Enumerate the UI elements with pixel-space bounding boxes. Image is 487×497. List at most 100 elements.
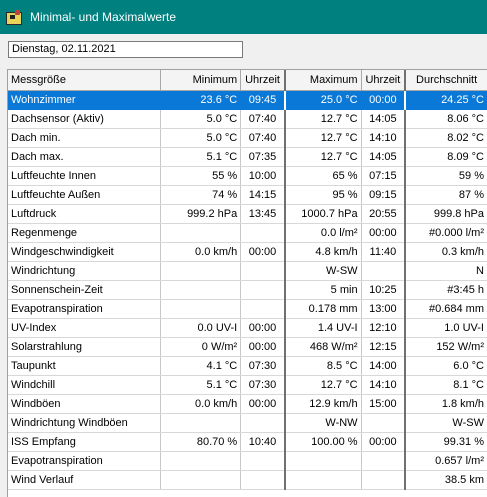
cell-name: Evapotranspiration (8, 451, 161, 471)
app-icon (6, 10, 22, 25)
table-row[interactable]: Windrichtung W-SW N (8, 261, 487, 281)
table-row[interactable]: Sonnenschein-Zeit 5 min 10:25 #3:45 h (8, 280, 487, 300)
date-field[interactable]: Dienstag, 02.11.2021 (8, 41, 243, 58)
cell-max-time: 12:10 (361, 318, 407, 338)
cell-min-time (240, 223, 286, 243)
cell-maximum: 1000.7 hPa (284, 204, 362, 224)
cell-max-time: 11:40 (361, 242, 407, 262)
cell-max-time (361, 470, 407, 490)
cell-min-time (240, 261, 286, 281)
table-row[interactable]: Luftdruck 999.2 hPa 13:45 1000.7 hPa 20:55 99… (8, 204, 487, 224)
cell-max-time: 00:00 (361, 432, 407, 452)
column-header-minimum[interactable]: Minimum (160, 70, 242, 91)
cell-name: Sonnenschein-Zeit (8, 280, 161, 300)
cell-min-time (240, 299, 286, 319)
cell-name: UV-Index (8, 318, 161, 338)
cell-min-time: 10:00 (240, 166, 286, 186)
cell-maximum: 12.7 °C (284, 128, 362, 148)
table-row[interactable]: Windgeschwindigkeit 0.0 km/h 00:00 4.8 km/h… (8, 242, 487, 262)
cell-minimum (160, 223, 242, 243)
cell-name: Luftfeuchte Außen (8, 185, 161, 205)
cell-min-time: 00:00 (240, 318, 286, 338)
cell-min-time: 14:15 (240, 185, 286, 205)
cell-min-time: 07:35 (240, 147, 286, 167)
cell-minimum: 0.0 UV-I (160, 318, 242, 338)
cell-minimum: 5.0 °C (160, 109, 242, 129)
column-header-name[interactable]: Messgröße (8, 70, 161, 91)
table-row[interactable]: Evapotranspiration 0.657 l/m² (8, 451, 487, 471)
table-row[interactable]: Regenmenge 0.0 l/m² 00:00 #0.000 l/m² (8, 223, 487, 243)
table-row[interactable]: Wohnzimmer 23.6 °C 09:45 25.0 °C 00:00 24.25 … (8, 90, 487, 110)
cell-average: #3:45 h (405, 280, 487, 300)
table-row[interactable]: Dach max. 5.1 °C 07:35 12.7 °C 14:05 8.09 °C (8, 147, 487, 167)
cell-minimum (160, 261, 242, 281)
cell-minimum: 55 % (160, 166, 242, 186)
cell-name: Wohnzimmer (8, 90, 161, 110)
cell-average: 99.31 % (405, 432, 487, 452)
cell-max-time: 00:00 (361, 223, 407, 243)
cell-minimum (160, 451, 242, 471)
table-row[interactable]: Dach min. 5.0 °C 07:40 12.7 °C 14:10 8.02 °C (8, 128, 487, 148)
cell-maximum: 12.7 °C (284, 147, 362, 167)
cell-min-time: 00:00 (240, 394, 286, 414)
cell-max-time: 00:00 (361, 90, 407, 110)
cell-min-time (240, 280, 286, 300)
cell-average: 152 W/m² (405, 337, 487, 357)
cell-maximum: 12.7 °C (284, 375, 362, 395)
cell-average: 59 % (405, 166, 487, 186)
cell-minimum: 0.0 km/h (160, 394, 242, 414)
cell-minimum: 80.70 % (160, 432, 242, 452)
cell-minimum: 74 % (160, 185, 242, 205)
table-row[interactable]: Windchill 5.1 °C 07:30 12.7 °C 14:10 8.1 °C (8, 375, 487, 395)
cell-maximum: 0.178 mm (284, 299, 362, 319)
cell-average: 8.02 °C (405, 128, 487, 148)
cell-average: #0.684 mm (405, 299, 487, 319)
cell-name: Evapotranspiration (8, 299, 161, 319)
cell-min-time (240, 470, 286, 490)
cell-maximum (284, 451, 362, 471)
table-row[interactable]: Evapotranspiration 0.178 mm 13:00 #0.684 mm (8, 299, 487, 319)
cell-max-time: 14:00 (361, 356, 407, 376)
cell-min-time: 13:45 (240, 204, 286, 224)
cell-average: 999.8 hPa (405, 204, 487, 224)
table-row[interactable]: Windböen 0.0 km/h 00:00 12.9 km/h 15:00 1.8 k… (8, 394, 487, 414)
table-row[interactable]: Taupunkt 4.1 °C 07:30 8.5 °C 14:00 6.0 °C (8, 356, 487, 376)
table-row[interactable]: Dachsensor (Aktiv) 5.0 °C 07:40 12.7 °C 14:0… (8, 109, 487, 129)
cell-min-time: 10:40 (240, 432, 286, 452)
column-header-average[interactable]: Durchschnitt (405, 70, 487, 91)
cell-max-time: 07:15 (361, 166, 407, 186)
table-row[interactable]: Luftfeuchte Innen 55 % 10:00 65 % 07:15 59 % (8, 166, 487, 186)
cell-average: 8.06 °C (405, 109, 487, 129)
cell-min-time: 09:45 (240, 90, 286, 110)
table-row[interactable]: ISS Empfang 80.70 % 10:40 100.00 % 00:00 99.3… (8, 432, 487, 452)
cell-max-time: 14:05 (361, 147, 407, 167)
column-header-max-time[interactable]: Uhrzeit (361, 70, 407, 91)
table-row[interactable]: Wind Verlauf 38.5 km (8, 470, 487, 490)
cell-name: Windrichtung (8, 261, 161, 281)
cell-min-time (240, 451, 286, 471)
table-header: Messgröße Minimum Uhrzeit Maximum Uhrzei… (8, 70, 487, 91)
cell-average: 24.25 °C (405, 90, 487, 110)
table-row[interactable]: Luftfeuchte Außen 74 % 14:15 95 % 09:15 87 % (8, 185, 487, 205)
table-row[interactable]: Windrichtung Windböen W-NW W-SW (8, 413, 487, 433)
cell-name: Wind Verlauf (8, 470, 161, 490)
cell-maximum: 4.8 km/h (284, 242, 362, 262)
column-header-min-time[interactable]: Uhrzeit (240, 70, 286, 91)
cell-maximum (284, 470, 362, 490)
cell-name: Regenmenge (8, 223, 161, 243)
cell-maximum: 0.0 l/m² (284, 223, 362, 243)
cell-max-time (361, 413, 407, 433)
cell-maximum: 100.00 % (284, 432, 362, 452)
table-row[interactable]: UV-Index 0.0 UV-I 00:00 1.4 UV-I 12:10 1.0 UV… (8, 318, 487, 338)
cell-max-time: 12:15 (361, 337, 407, 357)
table-row[interactable]: Solarstrahlung 0 W/m² 00:00 468 W/m² 12:15 15… (8, 337, 487, 357)
cell-maximum: 1.4 UV-I (284, 318, 362, 338)
cell-minimum: 23.6 °C (160, 90, 242, 110)
cell-min-time: 07:30 (240, 375, 286, 395)
cell-min-time: 07:40 (240, 109, 286, 129)
cell-maximum: 65 % (284, 166, 362, 186)
cell-max-time: 13:00 (361, 299, 407, 319)
column-header-maximum[interactable]: Maximum (284, 70, 362, 91)
cell-name: Windböen (8, 394, 161, 414)
cell-max-time (361, 451, 407, 471)
